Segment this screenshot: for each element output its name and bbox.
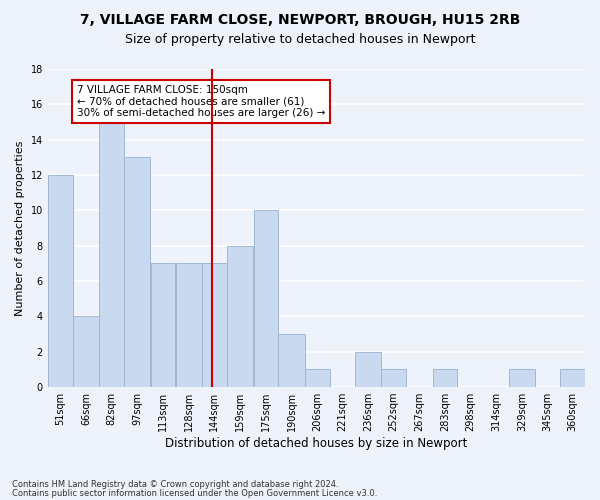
Bar bbox=[305, 370, 329, 387]
Bar bbox=[176, 264, 202, 387]
Text: Contains public sector information licensed under the Open Government Licence v3: Contains public sector information licen… bbox=[12, 490, 377, 498]
X-axis label: Distribution of detached houses by size in Newport: Distribution of detached houses by size … bbox=[165, 437, 467, 450]
Bar bbox=[227, 246, 253, 387]
Text: Contains HM Land Registry data © Crown copyright and database right 2024.: Contains HM Land Registry data © Crown c… bbox=[12, 480, 338, 489]
Bar bbox=[381, 370, 406, 387]
Bar bbox=[151, 264, 175, 387]
Bar bbox=[433, 370, 457, 387]
Bar bbox=[509, 370, 535, 387]
Text: 7, VILLAGE FARM CLOSE, NEWPORT, BROUGH, HU15 2RB: 7, VILLAGE FARM CLOSE, NEWPORT, BROUGH, … bbox=[80, 12, 520, 26]
Y-axis label: Number of detached properties: Number of detached properties bbox=[15, 140, 25, 316]
Bar bbox=[100, 122, 124, 387]
Bar bbox=[202, 264, 227, 387]
Bar bbox=[48, 175, 73, 387]
Bar bbox=[355, 352, 381, 387]
Bar bbox=[254, 210, 278, 387]
Text: 7 VILLAGE FARM CLOSE: 150sqm
← 70% of detached houses are smaller (61)
30% of se: 7 VILLAGE FARM CLOSE: 150sqm ← 70% of de… bbox=[77, 85, 325, 118]
Bar bbox=[73, 316, 99, 387]
Bar bbox=[560, 370, 585, 387]
Text: Size of property relative to detached houses in Newport: Size of property relative to detached ho… bbox=[125, 32, 475, 46]
Bar bbox=[278, 334, 305, 387]
Bar bbox=[124, 158, 151, 387]
